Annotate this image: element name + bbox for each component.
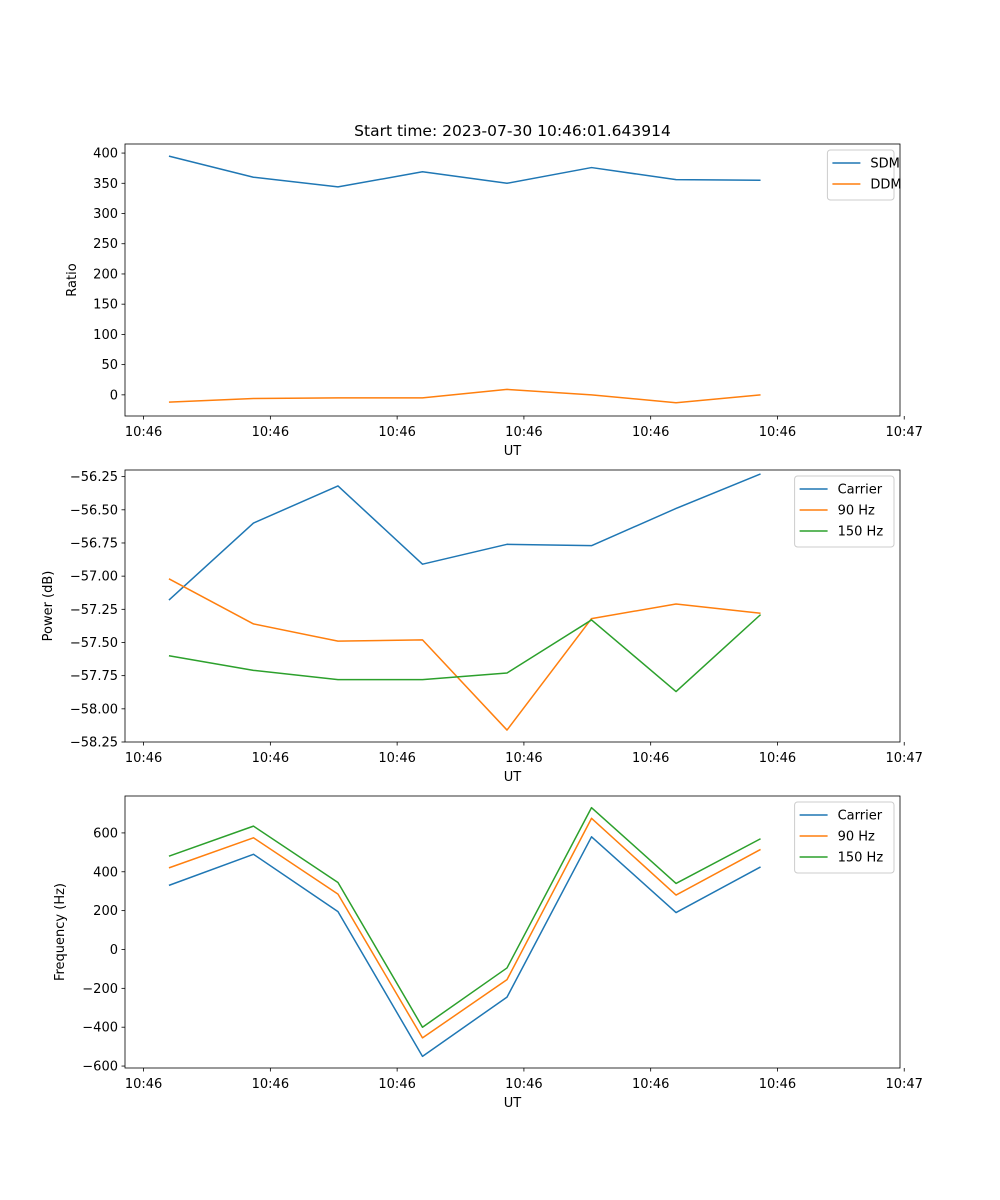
y-axis-label: Frequency (Hz): [53, 883, 68, 981]
legend-label: Carrier: [838, 809, 883, 824]
x-tick-label: 10:47: [885, 1077, 922, 1092]
y-tick-label: 200: [93, 904, 118, 919]
axes-frame: [124, 143, 901, 417]
chart-panel-3: 10:46 10:46 10:46 10:46 10:46 10:46 10:47 −600 −…: [53, 795, 923, 1111]
x-axis-label: UT: [504, 1096, 522, 1111]
x-tick-label: 10:46: [759, 425, 796, 440]
y-tick-label: 250: [93, 237, 118, 252]
series-line-carrier: [168, 473, 761, 601]
series-line-150-hz: [168, 806, 761, 1028]
axes-frame: [124, 469, 901, 743]
axes-frame: [124, 795, 901, 1069]
y-tick-label: 50: [101, 358, 118, 373]
x-tick-label: 10:46: [125, 1077, 162, 1092]
y-axis-label: Ratio: [65, 263, 80, 296]
y-tick-label: 150: [93, 298, 118, 313]
x-tick-label: 10:46: [505, 425, 542, 440]
x-tick-label: 10:46: [378, 751, 415, 766]
legend: Carrier 90 Hz 150 Hz: [794, 801, 895, 874]
y-tick-label: 300: [93, 207, 118, 222]
x-tick-label: 10:46: [759, 1077, 796, 1092]
x-tick-label: 10:46: [125, 751, 162, 766]
x-tick-label: 10:46: [505, 1077, 542, 1092]
x-tick-label: 10:46: [759, 751, 796, 766]
legend: Carrier 90 Hz 150 Hz: [794, 475, 895, 548]
y-tick-label: 400: [93, 147, 118, 162]
legend-label: 90 Hz: [838, 830, 875, 845]
x-tick-label: 10:46: [505, 751, 542, 766]
legend: SDM DDM: [826, 149, 902, 201]
y-tick-label: −56.50: [70, 503, 118, 518]
y-tick-label: −57.25: [70, 603, 118, 618]
y-tick-label: −56.25: [70, 470, 118, 485]
x-tick-label: 10:47: [885, 751, 922, 766]
legend-label: SDM: [870, 157, 899, 172]
y-tick-label: −57.75: [70, 669, 118, 684]
series-line-sdm: [168, 155, 761, 188]
y-tick-label: 400: [93, 865, 118, 880]
x-tick-label: 10:46: [125, 425, 162, 440]
series-line-ddm: [168, 388, 761, 404]
y-tick-label: 0: [110, 943, 118, 958]
y-tick-label: −57.50: [70, 636, 118, 651]
y-tick-label: −58.00: [70, 702, 118, 717]
y-tick-label: −400: [82, 1021, 118, 1036]
legend-label: 150 Hz: [838, 851, 884, 866]
legend-box: [794, 475, 895, 548]
y-axis-label: Power (dB): [41, 571, 56, 642]
chart-panel-1: 10:46 10:46 10:46 10:46 10:46 10:46 10:47 0 50 10…: [65, 143, 923, 459]
legend-label: Carrier: [838, 483, 883, 498]
series-line-90-hz: [168, 817, 761, 1039]
legend-box: [794, 801, 895, 874]
y-tick-label: −56.75: [70, 536, 118, 551]
legend-label: 90 Hz: [838, 504, 875, 519]
x-axis-label: UT: [504, 444, 522, 459]
x-tick-label: 10:46: [252, 751, 289, 766]
y-tick-label: −200: [82, 982, 118, 997]
legend-label: 150 Hz: [838, 525, 884, 540]
x-tick-label: 10:47: [885, 425, 922, 440]
x-tick-label: 10:46: [632, 425, 669, 440]
y-tick-label: −58.25: [70, 736, 118, 751]
x-tick-label: 10:46: [632, 751, 669, 766]
legend-label: DDM: [870, 178, 901, 193]
series-line-carrier: [168, 836, 761, 1058]
x-tick-label: 10:46: [378, 1077, 415, 1092]
chart-panel-2: 10:46 10:46 10:46 10:46 10:46 10:46 10:47 −58.2…: [41, 469, 923, 785]
y-tick-label: 100: [93, 328, 118, 343]
y-tick-label: 200: [93, 267, 118, 282]
series-line-150-hz: [168, 614, 762, 693]
y-tick-label: −600: [82, 1060, 118, 1075]
y-tick-label: 600: [93, 826, 118, 841]
y-tick-label: 350: [93, 177, 118, 192]
x-tick-label: 10:46: [632, 1077, 669, 1092]
figure-title: Start time: 2023-07-30 10:46:01.643914: [354, 122, 671, 140]
x-tick-label: 10:46: [378, 425, 415, 440]
y-tick-label: 0: [110, 388, 118, 403]
series-line-90-hz: [168, 578, 761, 731]
y-tick-label: −57.00: [70, 570, 118, 585]
x-tick-label: 10:46: [252, 425, 289, 440]
x-axis-label: UT: [504, 770, 522, 785]
x-tick-label: 10:46: [252, 1077, 289, 1092]
